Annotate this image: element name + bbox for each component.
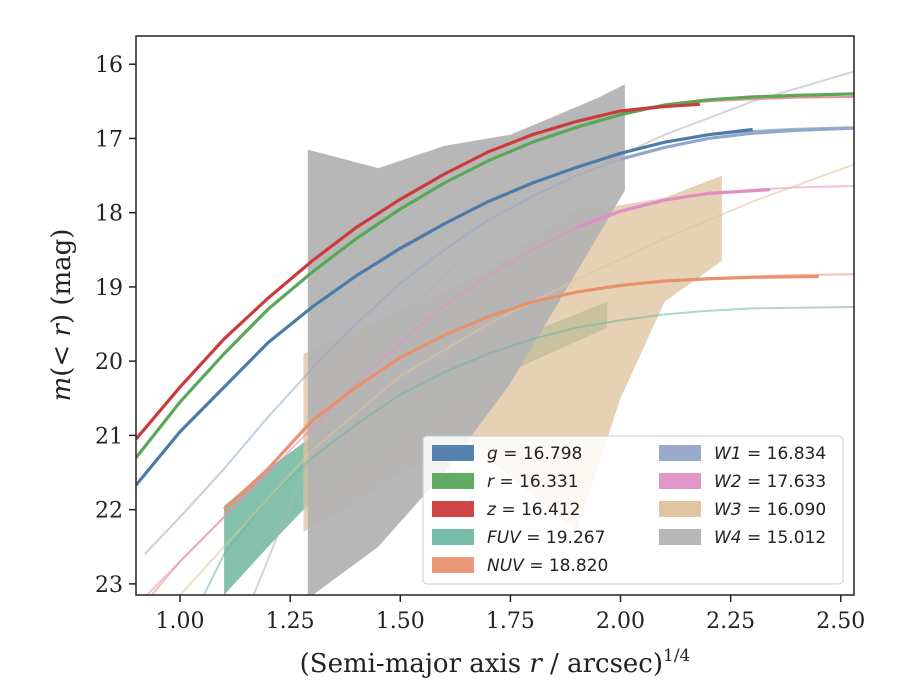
- x-tick-label: 1.00: [156, 609, 205, 634]
- legend-swatch-w1: [659, 445, 701, 461]
- curve-w4: [252, 70, 854, 595]
- x-axis-label-exponent: 1/4: [663, 646, 690, 666]
- x-tick-label: 1.75: [486, 609, 535, 634]
- y-tick-label: 23: [95, 573, 123, 598]
- legend-label-r: r = 16.331: [487, 472, 579, 492]
- legend-swatch-g: [432, 445, 474, 461]
- curve-fuv: [202, 306, 854, 595]
- legend-swatch-w2: [659, 473, 701, 489]
- y-axis-label: m(< r) (mag): [47, 229, 77, 402]
- legend-swatch-w3: [659, 501, 701, 517]
- y-tick-label: 22: [95, 499, 123, 524]
- data-line-w1: [620, 126, 854, 161]
- legend: g = 16.798 r = 16.331 z = 16.412 FUV = 19.2…: [422, 435, 844, 585]
- x-axis-label-rest: / arcsec): [542, 649, 663, 679]
- x-tick-label: 2.00: [596, 609, 645, 634]
- legend-label-w4: W4 = 15.012: [714, 528, 826, 548]
- plot-frame: [135, 35, 855, 596]
- x-axis-label-var: r: [529, 649, 543, 679]
- legend-label-w1: W1 = 16.834: [714, 444, 826, 464]
- y-axis-label-unit: ) (mag): [47, 229, 77, 325]
- legend-label-fuv: FUV = 19.267: [487, 528, 605, 548]
- legend-label-z: z = 16.412: [486, 500, 580, 520]
- data-lines: [136, 92, 854, 511]
- legend-label-w3: W3 = 16.090: [714, 500, 826, 520]
- error-bands: [224, 84, 722, 595]
- y-axis-label-mid: (<: [47, 337, 77, 377]
- curve-w3: [178, 163, 854, 595]
- data-line-r: [136, 92, 854, 459]
- y-tick-label: 18: [95, 202, 123, 227]
- data-line-z: [136, 102, 700, 441]
- x-tick-label: 1.50: [376, 609, 425, 634]
- legend-swatch-w4: [659, 529, 701, 545]
- legend-swatch-r: [432, 473, 474, 489]
- legend-swatch-nuv: [432, 557, 474, 573]
- x-axis-label: (Semi-major axis r / arcsec)1/4: [300, 646, 691, 679]
- legend-label-w2: W2 = 17.633: [714, 472, 826, 492]
- x-tick-label: 2.50: [816, 609, 865, 634]
- y-axis-ticks: 16 17 18 19 20 21 22 23: [95, 53, 136, 598]
- y-tick-label: 19: [95, 276, 123, 301]
- band-w4: [307, 84, 625, 595]
- x-axis-label-main: (Semi-major axis: [300, 649, 530, 679]
- legend-label-g: g = 16.798: [487, 444, 582, 464]
- x-tick-label: 1.25: [266, 609, 315, 634]
- data-line-w2: [575, 188, 771, 230]
- plot-area: [136, 70, 854, 595]
- legend-swatch-fuv: [432, 529, 474, 545]
- y-tick-label: 16: [95, 53, 123, 78]
- y-tick-label: 21: [95, 424, 123, 449]
- y-tick-label: 20: [95, 350, 123, 375]
- x-tick-label: 2.25: [706, 609, 755, 634]
- y-tick-label: 17: [95, 127, 123, 152]
- legend-box: [422, 435, 844, 585]
- data-line-nuv: [223, 274, 819, 511]
- y-axis-label-r: r: [47, 323, 77, 337]
- x-axis-ticks: 1.00 1.25 1.50 1.75 2.00 2.25 2.50: [156, 595, 865, 634]
- y-axis-label-m: m: [47, 377, 77, 402]
- legend-label-nuv: NUV = 18.820: [487, 556, 608, 576]
- data-line-g: [136, 127, 753, 487]
- legend-swatch-z: [432, 501, 474, 517]
